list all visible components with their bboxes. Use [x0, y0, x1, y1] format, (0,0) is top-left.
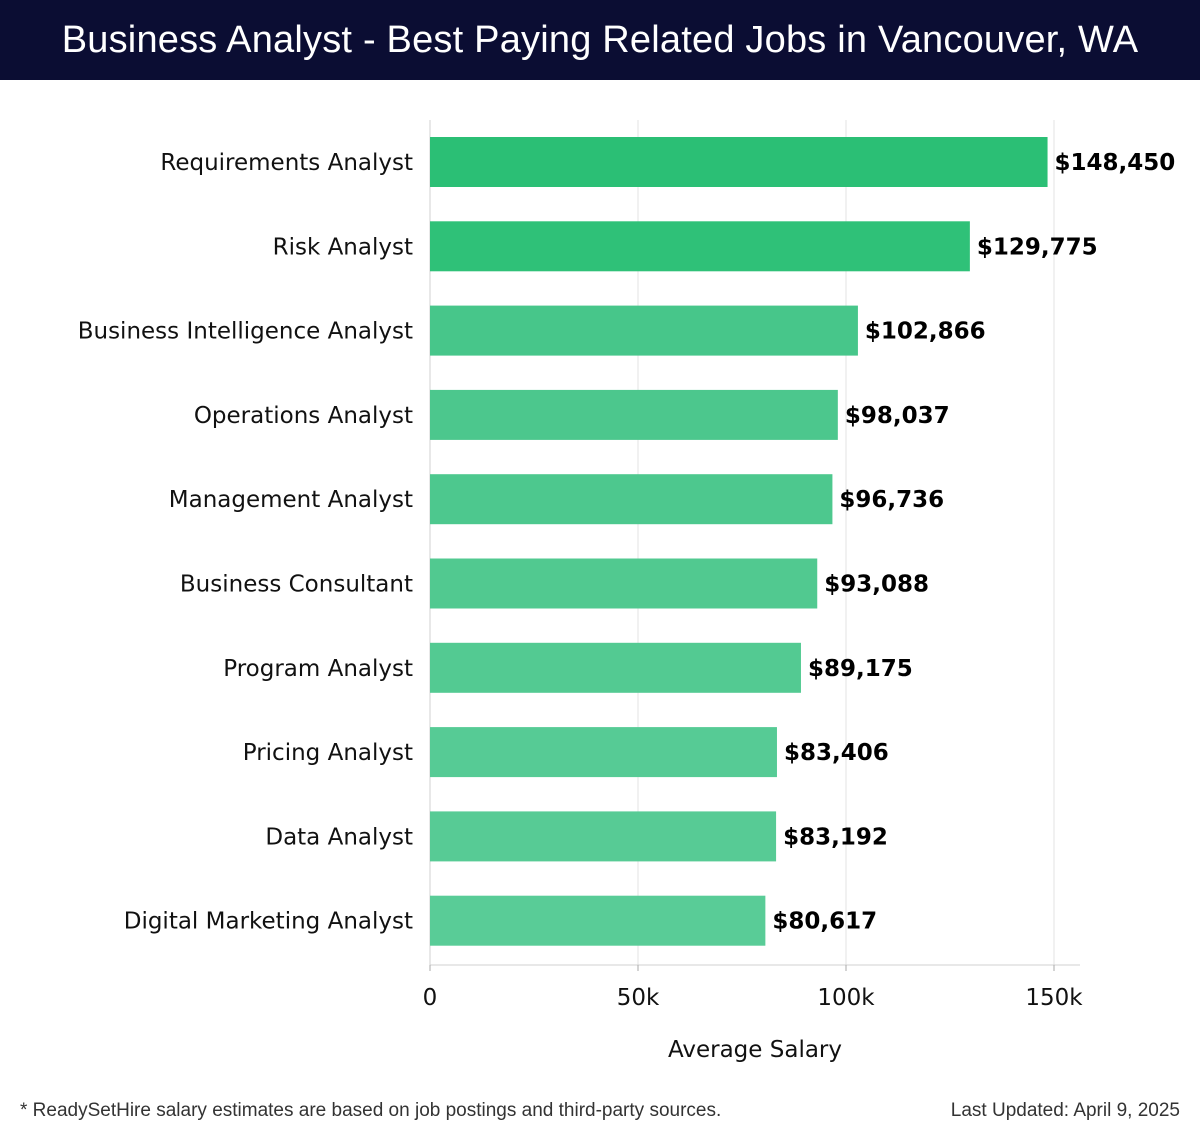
x-tick-label: 150k	[1025, 985, 1083, 1011]
bar	[430, 642, 801, 693]
bar	[430, 221, 970, 272]
bar	[430, 727, 777, 778]
footnote: * ReadySetHire salary estimates are base…	[20, 1100, 722, 1121]
category-label: Management Analyst	[169, 487, 413, 513]
x-tick-label: 50k	[617, 985, 660, 1011]
x-axis-title: Average Salary	[668, 1037, 842, 1063]
value-label: $96,736	[839, 487, 944, 513]
bar	[430, 305, 858, 356]
category-label: Business Consultant	[180, 572, 413, 598]
bar	[430, 137, 1048, 187]
bar-chart: 0 50k 100k 150k Average Salary Requirements A…	[78, 120, 1176, 1063]
value-label: $83,192	[783, 824, 888, 850]
category-label: Business Intelligence Analyst	[78, 319, 413, 345]
value-label: $148,450	[1055, 150, 1176, 176]
category-label: Requirements Analyst	[160, 150, 413, 176]
value-label: $89,175	[808, 656, 913, 682]
category-label: Operations Analyst	[194, 403, 413, 429]
bar	[430, 474, 833, 525]
x-tick-label: 100k	[817, 985, 875, 1011]
chart-title: Business Analyst - Best Paying Related J…	[0, 0, 1200, 80]
category-label: Data Analyst	[265, 824, 413, 850]
bar	[430, 811, 777, 862]
bar	[430, 389, 838, 440]
category-label: Program Analyst	[223, 656, 413, 682]
bar	[430, 558, 818, 609]
category-label: Risk Analyst	[273, 234, 413, 260]
x-tick-label: 0	[423, 985, 438, 1011]
category-label: Digital Marketing Analyst	[124, 909, 413, 935]
bar	[430, 895, 766, 946]
last-updated: Last Updated: April 9, 2025	[950, 1100, 1180, 1121]
value-label: $98,037	[845, 403, 950, 429]
value-label: $83,406	[784, 740, 889, 766]
value-label: $129,775	[977, 234, 1098, 260]
category-label: Pricing Analyst	[243, 740, 413, 766]
value-label: $93,088	[824, 572, 929, 598]
value-label: $80,617	[772, 909, 877, 935]
value-label: $102,866	[865, 319, 986, 345]
